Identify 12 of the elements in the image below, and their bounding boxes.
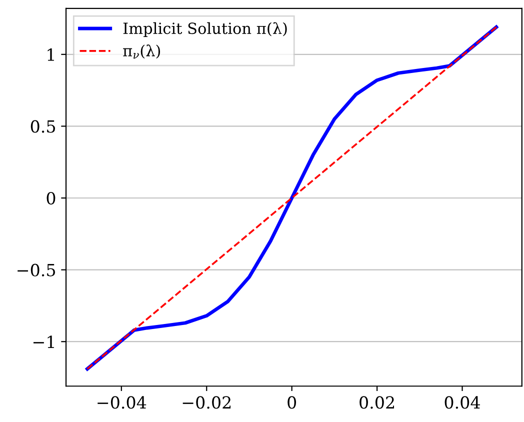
x-tick-label: 0.02 (360, 396, 394, 409)
x-tick-label: −0.02 (182, 396, 231, 409)
y-tick-label: 0.5 (30, 120, 56, 133)
legend-label: Implicit Solution π(λ) (123, 22, 287, 38)
x-tick-label: 0.04 (444, 396, 480, 409)
legend-label: π$_{ν}$(λ) (123, 44, 160, 59)
y-tick-label: 0 (46, 192, 56, 205)
y-tick-label: −1 (33, 336, 54, 348)
x-tick-label: −0.04 (98, 396, 146, 409)
y-tick-label: 1 (48, 48, 54, 61)
x-tick-label: 0 (288, 396, 296, 409)
y-tick-label: −0.5 (18, 264, 56, 276)
